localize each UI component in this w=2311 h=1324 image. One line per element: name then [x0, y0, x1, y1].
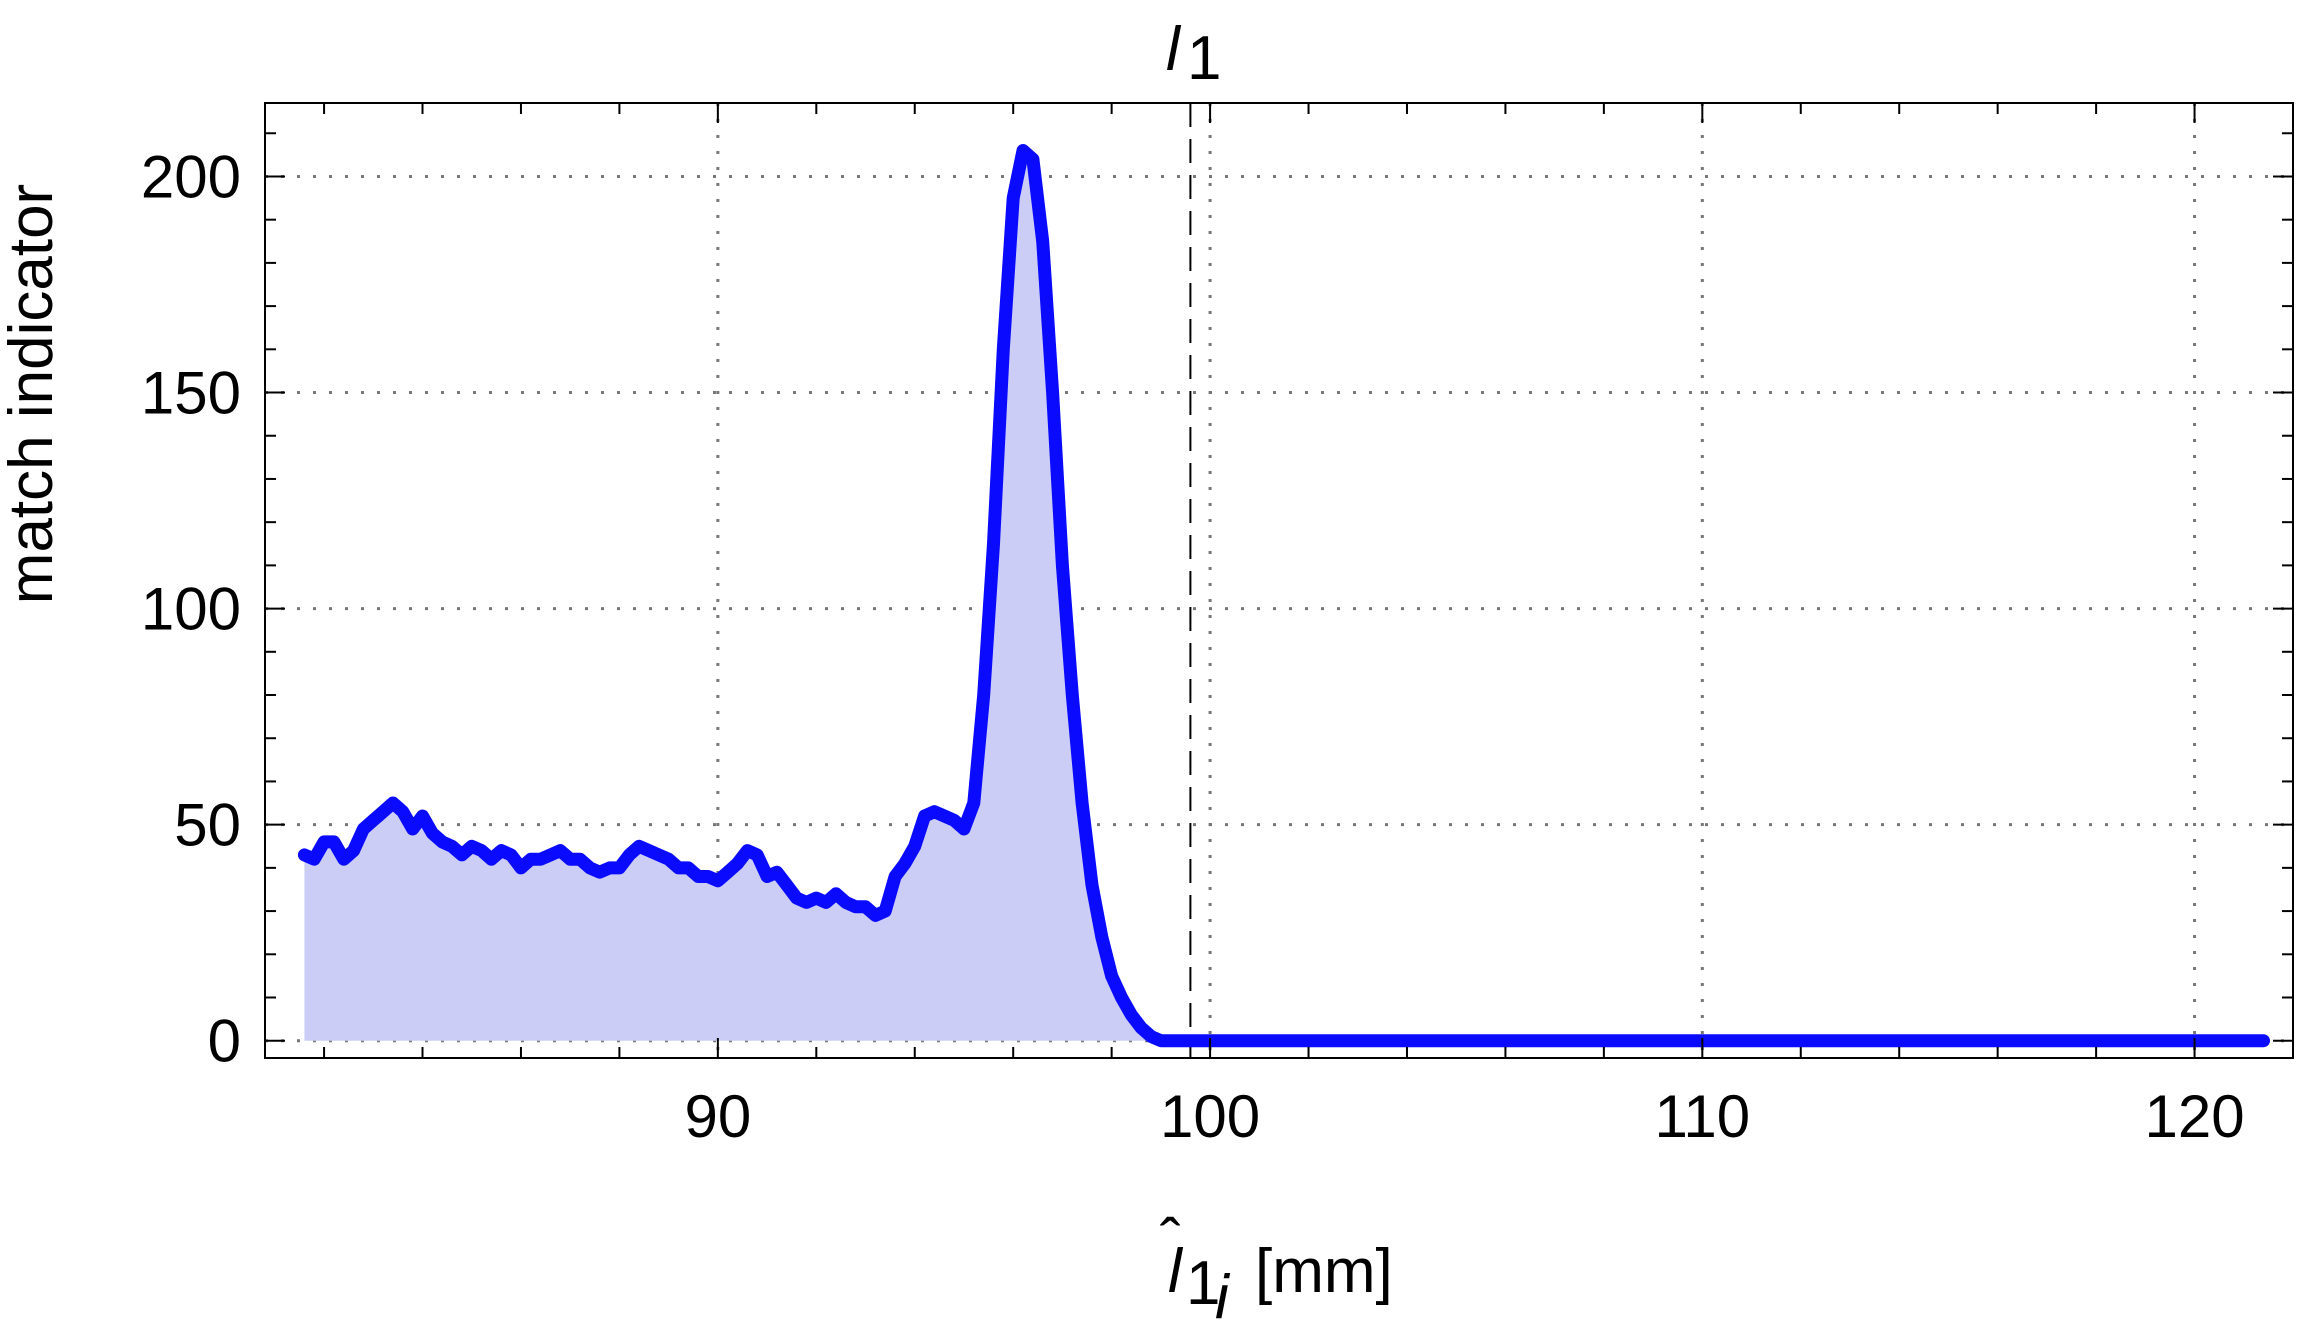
y-axis-label: match indicator: [0, 184, 66, 604]
x-tick-label-1: 100: [1160, 1083, 1260, 1150]
x-tick-label-3: 120: [2144, 1083, 2244, 1150]
series-line: [297, 144, 2270, 1048]
area-fill: [304, 150, 2264, 1041]
x-tick-label-0: 90: [684, 1083, 751, 1150]
marker-label-subscript: 1: [1187, 24, 1221, 93]
x-axis-label-subscript: 1: [1186, 1249, 1220, 1318]
y-tick-label-3: 150: [141, 360, 241, 427]
plot-frame: [264, 102, 2294, 1059]
y-tick-label-0: 0: [208, 1008, 241, 1075]
x-tick-label-2: 110: [1654, 1083, 1750, 1150]
y-tick-label-2: 100: [141, 576, 241, 643]
y-tick-label-1: 50: [174, 792, 241, 859]
marker-label-symbol: l: [1166, 15, 1182, 84]
x-axis-label: l ˆ 1 i [mm]: [1160, 1207, 1393, 1324]
x-axis-label-unit: [mm]: [1255, 1237, 1393, 1306]
tick-labels: 90 100 110 120 0 50 100 150 200: [141, 143, 2245, 1150]
area-fill-layer: [304, 150, 2264, 1041]
tick-marks: [265, 103, 2293, 1058]
grid: [265, 103, 2293, 1058]
y-tick-label-4: 200: [141, 143, 241, 210]
series-line-layer: [297, 144, 2270, 1048]
x-axis-label-hat: ˆ: [1160, 1207, 1181, 1276]
marker-label: l 1: [1166, 15, 1221, 93]
x-axis-label-subsubscript: i: [1215, 1263, 1231, 1324]
x-axis-label-symbol: l: [1168, 1237, 1184, 1306]
